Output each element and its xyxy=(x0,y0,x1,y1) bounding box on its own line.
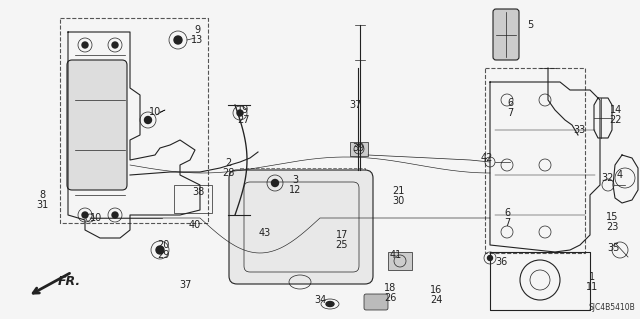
Text: 21
30: 21 30 xyxy=(392,186,404,206)
Bar xyxy=(60,18,208,223)
Bar xyxy=(485,68,585,253)
Circle shape xyxy=(145,116,152,123)
Text: 9
13: 9 13 xyxy=(191,25,203,45)
Ellipse shape xyxy=(326,301,334,307)
Text: 36: 36 xyxy=(495,257,507,267)
Text: 37: 37 xyxy=(179,280,191,290)
Circle shape xyxy=(112,42,118,48)
Text: 4: 4 xyxy=(617,170,623,180)
Text: 32: 32 xyxy=(602,173,614,183)
Circle shape xyxy=(488,256,493,261)
Text: 2
28: 2 28 xyxy=(222,158,234,178)
Text: 3
12: 3 12 xyxy=(289,174,301,196)
FancyBboxPatch shape xyxy=(493,9,519,60)
Text: 17
25: 17 25 xyxy=(336,230,348,250)
Circle shape xyxy=(82,42,88,48)
Text: 15
23: 15 23 xyxy=(606,211,618,233)
Text: 39: 39 xyxy=(352,143,364,153)
Circle shape xyxy=(156,246,164,254)
Text: 20
29: 20 29 xyxy=(157,240,169,260)
Text: 37: 37 xyxy=(349,100,361,110)
Text: FR.: FR. xyxy=(58,275,81,288)
Text: 10: 10 xyxy=(90,213,102,223)
Circle shape xyxy=(174,36,182,44)
Text: 35: 35 xyxy=(608,243,620,253)
Text: 1
11: 1 11 xyxy=(586,271,598,293)
Text: 8
31: 8 31 xyxy=(36,189,48,211)
Text: 14
22: 14 22 xyxy=(610,105,622,125)
Circle shape xyxy=(237,206,243,213)
Text: 16
24: 16 24 xyxy=(430,285,442,305)
FancyBboxPatch shape xyxy=(364,294,388,310)
Circle shape xyxy=(271,180,278,187)
Circle shape xyxy=(112,212,118,218)
Text: 40: 40 xyxy=(189,220,201,230)
Circle shape xyxy=(82,212,88,218)
Text: 33: 33 xyxy=(573,125,585,135)
Text: 34: 34 xyxy=(314,295,326,305)
Text: 41: 41 xyxy=(390,250,402,260)
Text: 6
7: 6 7 xyxy=(504,208,510,228)
Text: 19
27: 19 27 xyxy=(237,105,249,125)
Circle shape xyxy=(237,110,243,116)
Text: 6
7: 6 7 xyxy=(507,98,513,118)
Bar xyxy=(350,142,368,156)
Text: 10: 10 xyxy=(149,107,161,117)
FancyBboxPatch shape xyxy=(67,60,127,190)
Text: 43: 43 xyxy=(259,228,271,238)
Bar xyxy=(174,185,212,213)
Text: SJC4B5410B: SJC4B5410B xyxy=(588,303,635,312)
Text: 38: 38 xyxy=(192,187,204,197)
FancyBboxPatch shape xyxy=(229,170,373,284)
Text: 42: 42 xyxy=(481,153,493,163)
Bar xyxy=(240,168,365,278)
Text: 5: 5 xyxy=(527,20,533,30)
Bar xyxy=(388,252,412,270)
Text: 18
26: 18 26 xyxy=(384,283,396,303)
